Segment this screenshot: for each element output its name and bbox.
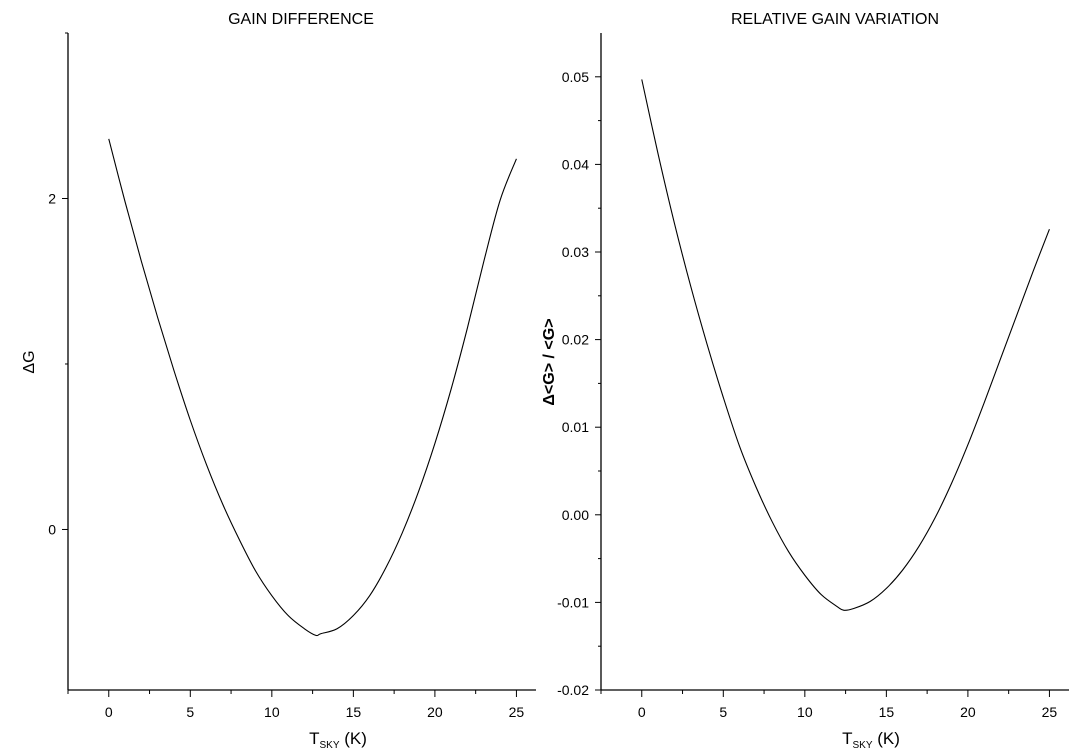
panel1-x-axis-title-main: T [309, 729, 319, 748]
panel2-y-tick-label: 0.00 [562, 507, 589, 523]
panel1-x-tick-label: 5 [186, 704, 194, 720]
panel2-y-tick-label: 0.01 [562, 419, 589, 435]
panel2-series-line-1 [641, 79, 1050, 611]
panel2-y-tick-label: -0.01 [557, 594, 589, 610]
panel2-x-tick-label: 10 [797, 704, 813, 720]
panel2-y-axis-title: Δ<G> / <G> [541, 318, 558, 405]
panel2-title: RELATIVE GAIN VARIATION [731, 11, 939, 28]
panel1-x-axis-title-unit: (K) [340, 729, 367, 748]
panel2-x-tick-label: 25 [1042, 704, 1058, 720]
panel2-y-tick-label: -0.02 [557, 682, 589, 698]
panel1-x-tick-label: 10 [264, 704, 280, 720]
panel1-series-line-1 [108, 138, 517, 637]
panel2-x-tick-label: 0 [638, 704, 646, 720]
panel1-x-axis-title-sub: SKY [319, 740, 339, 751]
panel2-x-axis-title-main: T [842, 729, 852, 748]
panel2-y-tick-label: 0.04 [562, 156, 589, 172]
panel1-y-tick-label: 0 [48, 521, 56, 537]
panel2-y-tick-label: 0.03 [562, 244, 589, 260]
panel2-y-tick-label: 0.05 [562, 69, 589, 85]
panel1-group: 0 5 10 15 20 25 0 2 GAIN DIFFERENCE ΔG TSKY (K) [21, 11, 536, 751]
panel1-x-axis-title: TSKY (K) [309, 729, 367, 751]
panel2-x-axis-title-unit: (K) [873, 729, 900, 748]
panel2-y-tick-label: 0.02 [562, 332, 589, 348]
panel2-x-tick-label: 20 [960, 704, 976, 720]
panel1-x-tick-label: 25 [509, 704, 525, 720]
panel1-x-tick-label: 15 [346, 704, 362, 720]
panel2-group: 0 5 10 15 20 25 -0.02 -0.01 0.00 0.01 0.02 0.03 0.04… [541, 11, 1069, 751]
panel1-y-axis-title: ΔG [21, 350, 38, 373]
panel1-title: GAIN DIFFERENCE [228, 11, 374, 28]
panel1-y-tick-label: 2 [48, 190, 56, 206]
panel2-x-axis-title: TSKY (K) [842, 729, 900, 751]
panel1-x-tick-label: 0 [105, 704, 113, 720]
panel2-x-tick-label: 5 [719, 704, 727, 720]
panel1-x-tick-label: 20 [427, 704, 443, 720]
panel2-x-tick-label: 15 [879, 704, 895, 720]
panel2-x-axis-title-sub: SKY [852, 740, 872, 751]
